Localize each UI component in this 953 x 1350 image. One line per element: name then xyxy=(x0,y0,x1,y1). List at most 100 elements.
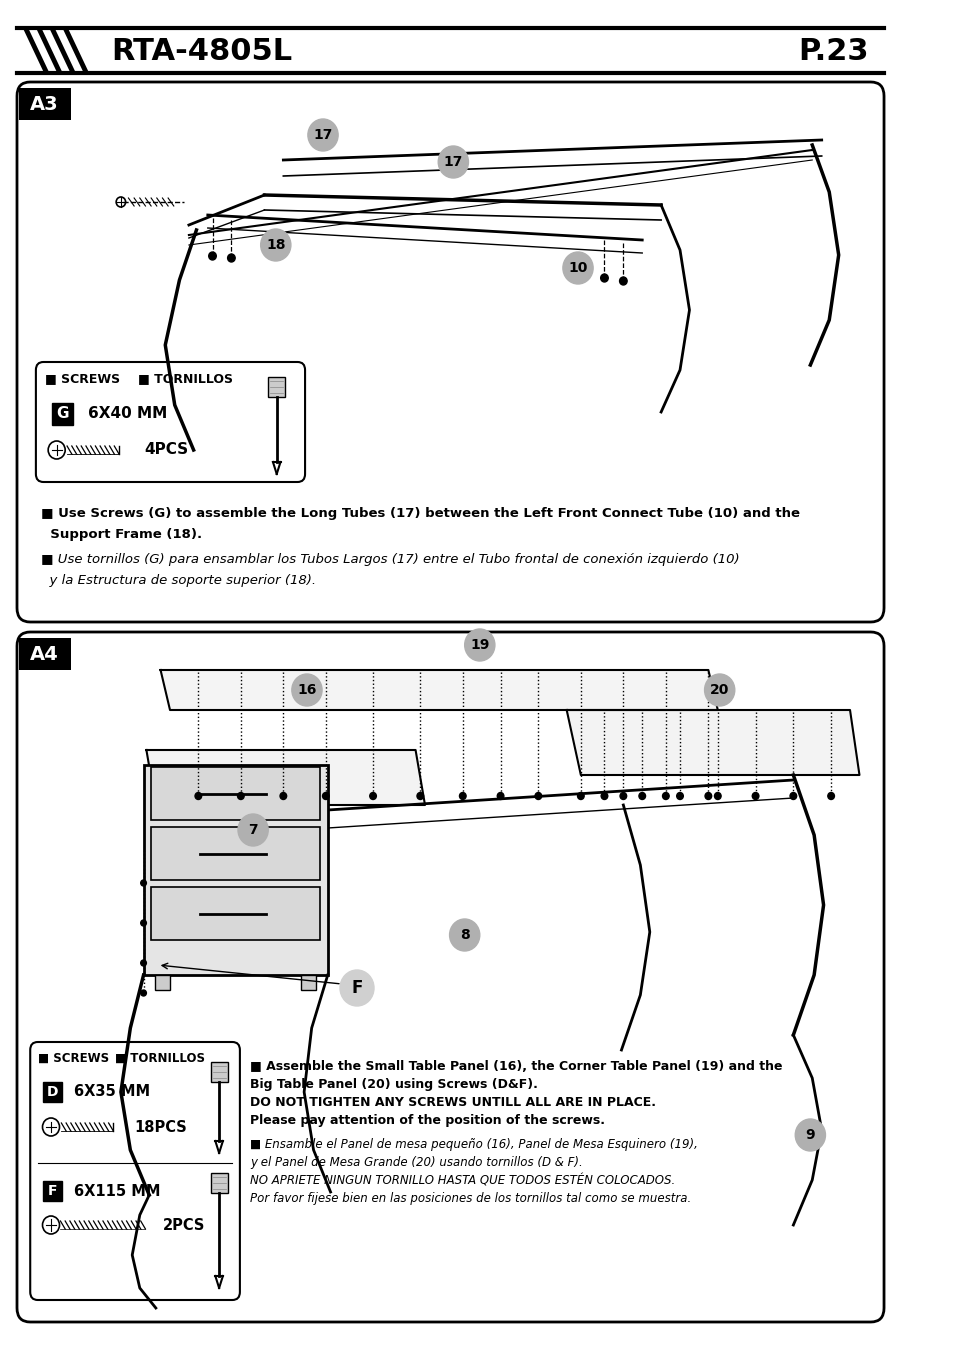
Circle shape xyxy=(141,919,146,926)
Text: Please pay attention of the position of the screws.: Please pay attention of the position of … xyxy=(250,1114,604,1127)
Text: 9: 9 xyxy=(804,1129,814,1142)
Text: ■ TORNILLOS: ■ TORNILLOS xyxy=(138,373,233,385)
Text: NO APRIETE NINGUN TORNILLO HASTA QUE TODOS ESTÉN COLOCADOS.: NO APRIETE NINGUN TORNILLO HASTA QUE TOD… xyxy=(250,1174,675,1187)
Text: F: F xyxy=(48,1184,57,1197)
Text: ■ Assemble the Small Table Panel (16), the Corner Table Panel (19) and the: ■ Assemble the Small Table Panel (16), t… xyxy=(250,1060,782,1073)
Bar xyxy=(51,404,72,425)
Text: Support Frame (18).: Support Frame (18). xyxy=(41,528,201,541)
Circle shape xyxy=(464,629,495,662)
Bar xyxy=(44,1081,62,1102)
Text: 18PCS: 18PCS xyxy=(134,1119,187,1134)
Text: ■ Use Screws (G) to assemble the Long Tubes (17) between the Left Front Connect : ■ Use Screws (G) to assemble the Long Tu… xyxy=(41,508,799,520)
Circle shape xyxy=(752,792,758,799)
Bar xyxy=(19,88,71,120)
Bar xyxy=(268,377,285,397)
Text: 17: 17 xyxy=(443,155,462,169)
Circle shape xyxy=(308,119,337,151)
Bar xyxy=(151,828,320,880)
Circle shape xyxy=(676,792,682,799)
Polygon shape xyxy=(160,670,717,710)
Text: 2PCS: 2PCS xyxy=(162,1218,205,1233)
Text: 8: 8 xyxy=(459,927,469,942)
Circle shape xyxy=(370,792,376,799)
Text: 10: 10 xyxy=(568,261,587,275)
Text: ■ Use tornillos (G) para ensamblar los Tubos Largos (17) entre el Tubo frontal d: ■ Use tornillos (G) para ensamblar los T… xyxy=(41,554,739,566)
Circle shape xyxy=(209,252,216,261)
Circle shape xyxy=(619,792,626,799)
Circle shape xyxy=(704,792,711,799)
Circle shape xyxy=(416,792,423,799)
FancyBboxPatch shape xyxy=(30,1042,239,1300)
Text: A4: A4 xyxy=(30,644,59,663)
Circle shape xyxy=(618,277,626,285)
Text: 16: 16 xyxy=(297,683,316,697)
Text: 6X35 MM: 6X35 MM xyxy=(73,1084,150,1099)
Circle shape xyxy=(795,1119,824,1152)
FancyBboxPatch shape xyxy=(36,362,305,482)
Text: y la Estructura de soporte superior (18).: y la Estructura de soporte superior (18)… xyxy=(41,574,315,587)
Circle shape xyxy=(322,792,329,799)
Bar xyxy=(143,765,328,975)
Circle shape xyxy=(141,880,146,886)
Text: 4PCS: 4PCS xyxy=(144,443,189,458)
Circle shape xyxy=(449,919,479,950)
Bar xyxy=(154,975,170,990)
Bar xyxy=(19,639,71,670)
Circle shape xyxy=(714,792,720,799)
Bar xyxy=(211,1062,228,1081)
Circle shape xyxy=(661,792,668,799)
FancyBboxPatch shape xyxy=(17,632,883,1322)
Text: A3: A3 xyxy=(30,95,59,113)
Bar xyxy=(151,887,320,940)
Circle shape xyxy=(228,254,235,262)
Circle shape xyxy=(280,792,286,799)
Text: 19: 19 xyxy=(470,639,489,652)
Circle shape xyxy=(141,990,146,996)
Bar xyxy=(151,767,320,819)
Text: 20: 20 xyxy=(709,683,729,697)
Circle shape xyxy=(789,792,796,799)
Text: DO NOT TIGHTEN ANY SCREWS UNTILL ALL ARE IN PLACE.: DO NOT TIGHTEN ANY SCREWS UNTILL ALL ARE… xyxy=(250,1096,656,1108)
Text: ■ TORNILLOS: ■ TORNILLOS xyxy=(115,1052,205,1065)
Circle shape xyxy=(437,146,468,178)
Bar xyxy=(301,975,316,990)
Text: ■ SCREWS: ■ SCREWS xyxy=(46,373,120,385)
Circle shape xyxy=(600,274,608,282)
Text: D: D xyxy=(47,1085,58,1099)
Circle shape xyxy=(194,792,201,799)
Text: F: F xyxy=(351,979,362,998)
Circle shape xyxy=(639,792,645,799)
Circle shape xyxy=(704,674,734,706)
Text: 6X115 MM: 6X115 MM xyxy=(73,1184,160,1199)
Circle shape xyxy=(577,792,583,799)
Text: 6X40 MM: 6X40 MM xyxy=(88,406,167,421)
Circle shape xyxy=(497,792,503,799)
Polygon shape xyxy=(146,751,425,805)
Text: 17: 17 xyxy=(313,128,333,142)
Circle shape xyxy=(260,230,291,261)
Text: G: G xyxy=(56,406,69,421)
Bar xyxy=(44,1181,62,1202)
Circle shape xyxy=(600,792,607,799)
Polygon shape xyxy=(566,710,859,775)
Circle shape xyxy=(237,792,244,799)
Bar xyxy=(211,1173,228,1193)
Circle shape xyxy=(237,814,268,846)
Circle shape xyxy=(535,792,541,799)
Text: 18: 18 xyxy=(266,238,285,252)
Text: Big Table Panel (20) using Screws (D&F).: Big Table Panel (20) using Screws (D&F). xyxy=(250,1079,537,1091)
Circle shape xyxy=(827,792,834,799)
Circle shape xyxy=(339,971,374,1006)
Text: y el Panel de Mesa Grande (20) usando tornillos (D & F).: y el Panel de Mesa Grande (20) usando to… xyxy=(250,1156,582,1169)
Circle shape xyxy=(459,792,466,799)
FancyBboxPatch shape xyxy=(17,82,883,622)
Text: P.23: P.23 xyxy=(798,36,868,66)
Text: RTA-4805L: RTA-4805L xyxy=(112,36,293,66)
Text: ■ SCREWS: ■ SCREWS xyxy=(38,1052,109,1065)
Text: 7: 7 xyxy=(248,824,257,837)
Circle shape xyxy=(141,960,146,967)
Text: Por favor fijese bien en las posiciones de los tornillos tal como se muestra.: Por favor fijese bien en las posiciones … xyxy=(250,1192,691,1206)
Circle shape xyxy=(562,252,593,284)
Circle shape xyxy=(292,674,322,706)
Text: ■ Ensamble el Panel de mesa pequeño (16), Panel de Mesa Esquinero (19),: ■ Ensamble el Panel de mesa pequeño (16)… xyxy=(250,1138,698,1152)
